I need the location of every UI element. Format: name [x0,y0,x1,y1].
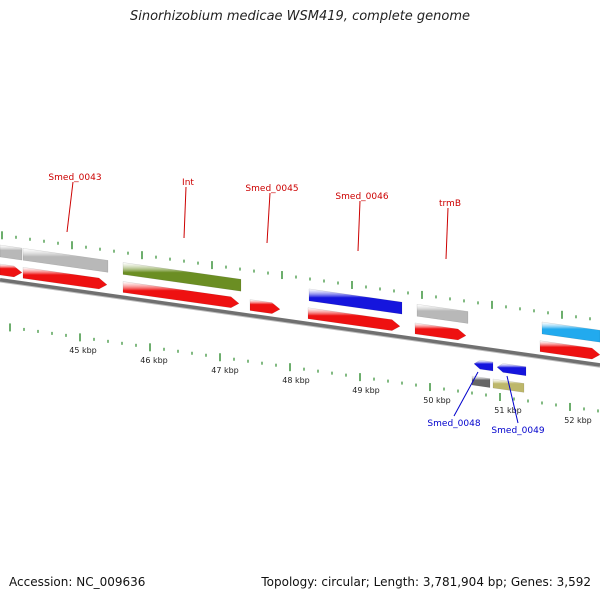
gene-label[interactable]: trmB [439,199,461,209]
scale-label: 45 kbp [69,346,97,355]
gene-label[interactable]: Smed_0045 [245,184,298,194]
label-leader-line [453,371,479,417]
genome-stats-text: Topology: circular; Length: 3,781,904 bp… [261,575,591,589]
gene-block[interactable] [0,244,23,261]
gene-block[interactable] [492,378,525,393]
gene-block[interactable] [122,262,242,292]
cds-arrow[interactable] [122,281,240,309]
cds-arrow[interactable] [249,299,281,314]
scale-label: 46 kbp [140,356,168,365]
label-leader-line [183,186,187,239]
cds-arrow[interactable] [22,266,108,290]
backbone-line [0,278,600,368]
reverse-cds-arrow[interactable] [496,363,527,376]
gene-label[interactable]: Smed_0049 [491,426,544,436]
gene-block[interactable] [308,288,403,315]
cds-arrow[interactable] [539,340,600,360]
gene-label[interactable]: Smed_0048 [427,419,480,429]
gene-label[interactable]: Int [182,178,194,188]
scale-label: 50 kbp [423,396,451,405]
scale-label: 52 kbp [564,416,592,425]
cds-arrow[interactable] [414,322,467,341]
label-leader-line [506,375,519,424]
accession-text: Accession: NC_009636 [9,575,146,589]
gene-label[interactable]: Smed_0046 [335,192,388,202]
reverse-cds-arrow[interactable] [473,359,494,372]
label-leader-line [445,207,449,260]
gene-block[interactable] [22,247,109,273]
cds-arrow[interactable] [307,307,401,331]
scale-label: 51 kbp [494,406,522,415]
label-leader-line [357,200,361,252]
gene-label[interactable]: Smed_0043 [48,173,101,183]
cds-arrow[interactable] [0,263,23,278]
label-leader-line [66,181,74,233]
gene-block[interactable] [541,321,600,343]
scale-label: 48 kbp [282,376,310,385]
map-title: Sinorhizobium medicae WSM419, complete g… [129,9,471,24]
backbone-shadow [0,281,600,368]
gene-block[interactable] [416,303,469,324]
scale-label: 47 kbp [211,366,239,375]
scale-label: 49 kbp [352,386,380,395]
label-leader-line [266,192,271,244]
